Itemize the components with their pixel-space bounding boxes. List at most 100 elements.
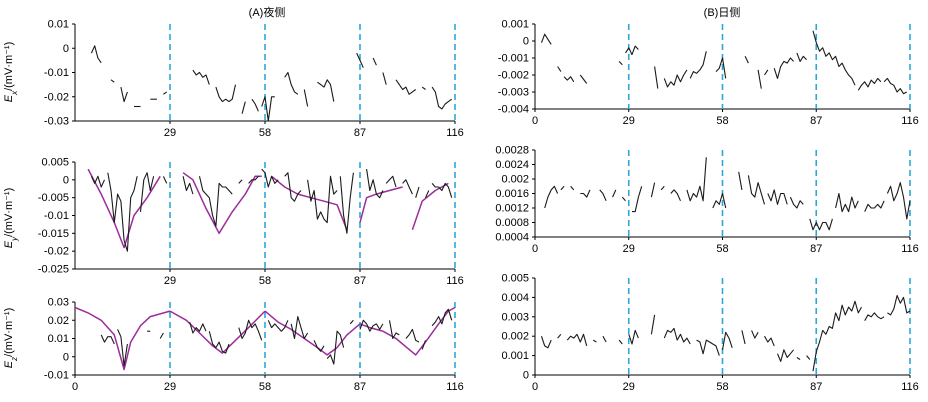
- data-line: [431, 182, 453, 198]
- data-line: [812, 300, 862, 372]
- data-line: [563, 76, 575, 83]
- data-line: [241, 101, 246, 114]
- data-line: [267, 320, 289, 332]
- data-line: [326, 330, 345, 365]
- data-line: [715, 57, 727, 79]
- data-line: [544, 185, 559, 209]
- data-line: [835, 192, 859, 213]
- data-line: [303, 89, 309, 107]
- x-tick-label: 58: [716, 243, 728, 255]
- data-line: [261, 168, 279, 188]
- x-tick-label: 87: [354, 381, 366, 393]
- x-tick-label: 0: [532, 115, 538, 127]
- y-tick-label: 0.004: [501, 292, 529, 304]
- x-tick-label: 58: [259, 381, 271, 393]
- y-tick-label: -0.01: [44, 370, 69, 382]
- y-tick-label: -0.003: [498, 87, 529, 99]
- data-line: [557, 66, 562, 72]
- x-tick-label: 116: [446, 127, 464, 139]
- x-tick-label: 58: [716, 381, 728, 393]
- data-line: [796, 357, 801, 360]
- chart-panel-a1: 0.01 0 -0.01 -0.02 -0.03 29 58 87 116 Ex/(mV·m⁻¹): [3, 19, 464, 140]
- chart-panel-b2: 0.0028 0.0024 0.002 0.0016 0.0012 0.0008 0.000…: [495, 145, 918, 256]
- data-line: [382, 72, 387, 85]
- data-line: [650, 182, 656, 198]
- data-line: [431, 86, 453, 110]
- data-line: [887, 294, 911, 316]
- x-tick-label: 87: [810, 381, 822, 393]
- data-line: [117, 329, 128, 367]
- data-line: [886, 182, 911, 220]
- data-line: [182, 176, 194, 195]
- data-line: [618, 61, 623, 66]
- y-tick-label: 0.005: [501, 273, 529, 285]
- data-line: [757, 69, 762, 89]
- model-curve: [359, 186, 403, 223]
- data-line: [773, 57, 795, 79]
- x-tick-label: 0: [532, 381, 538, 393]
- data-line: [313, 340, 325, 352]
- x-tick-label: 87: [810, 115, 822, 127]
- y-tick-label: 0.005: [41, 157, 69, 169]
- data-line: [415, 186, 420, 198]
- data-line: [557, 333, 562, 339]
- y-tick-label: 0.0004: [495, 232, 529, 244]
- model-curve: [87, 168, 161, 249]
- y-tick-label: -0.015: [38, 228, 69, 240]
- x-tick-label: 116: [901, 381, 919, 393]
- data-line: [120, 86, 128, 103]
- y-tick-label: 0.002: [501, 174, 529, 186]
- data-line: [721, 331, 733, 350]
- data-line: [307, 175, 338, 224]
- data-line: [425, 190, 430, 198]
- y-axis-label: Ey/(mV·m⁻¹): [3, 188, 19, 249]
- y-tick-label: -0.001: [498, 53, 529, 65]
- data-line: [806, 355, 811, 360]
- data-line: [767, 189, 788, 205]
- y-tick-label: -0.002: [498, 70, 529, 82]
- data-line: [764, 335, 775, 347]
- y-tick-label: 0.03: [48, 297, 69, 309]
- data-line: [100, 334, 115, 345]
- x-tick-label: 116: [901, 243, 919, 255]
- data-line: [744, 56, 749, 64]
- data-line: [764, 69, 769, 76]
- data-line: [747, 175, 766, 205]
- chart-panel-b3: 0.005 0.004 0.003 0.002 0.001 00 29 58 87 116: [501, 273, 918, 394]
- y-tick-label: 0.02: [48, 315, 69, 327]
- data-line: [663, 327, 691, 345]
- data-line: [192, 69, 210, 85]
- y-tick-label: 0.003: [501, 311, 529, 323]
- data-line: [738, 171, 743, 190]
- data-line: [570, 185, 575, 191]
- data-line: [540, 33, 552, 45]
- x-tick-label: 87: [354, 127, 366, 139]
- model-curve: [74, 306, 171, 371]
- data-line: [579, 74, 588, 84]
- data-line: [208, 331, 230, 354]
- data-line: [290, 316, 309, 340]
- y-axis-label: Ez/(mV·m⁻¹): [3, 308, 19, 369]
- data-line: [339, 172, 354, 234]
- y-tick-label: 0: [523, 36, 529, 48]
- x-tick-label: 116: [446, 381, 464, 393]
- data-line: [741, 330, 746, 345]
- x-tick-label: 29: [164, 381, 176, 393]
- data-line: [689, 51, 707, 79]
- y-tick-label: -0.03: [44, 116, 69, 128]
- data-line: [566, 333, 588, 347]
- x-tick-label: 58: [259, 127, 271, 139]
- data-line: [284, 172, 302, 202]
- y-tick-label: 0.0008: [495, 217, 529, 229]
- x-tick-label: 0: [532, 243, 538, 255]
- data-line: [284, 71, 299, 95]
- data-line: [580, 189, 591, 198]
- data-line: [625, 45, 639, 56]
- data-line: [686, 157, 707, 202]
- model-curve: [411, 182, 449, 231]
- data-line: [560, 185, 565, 191]
- y-axis-label: Ex/(mV·m⁻¹): [3, 42, 19, 103]
